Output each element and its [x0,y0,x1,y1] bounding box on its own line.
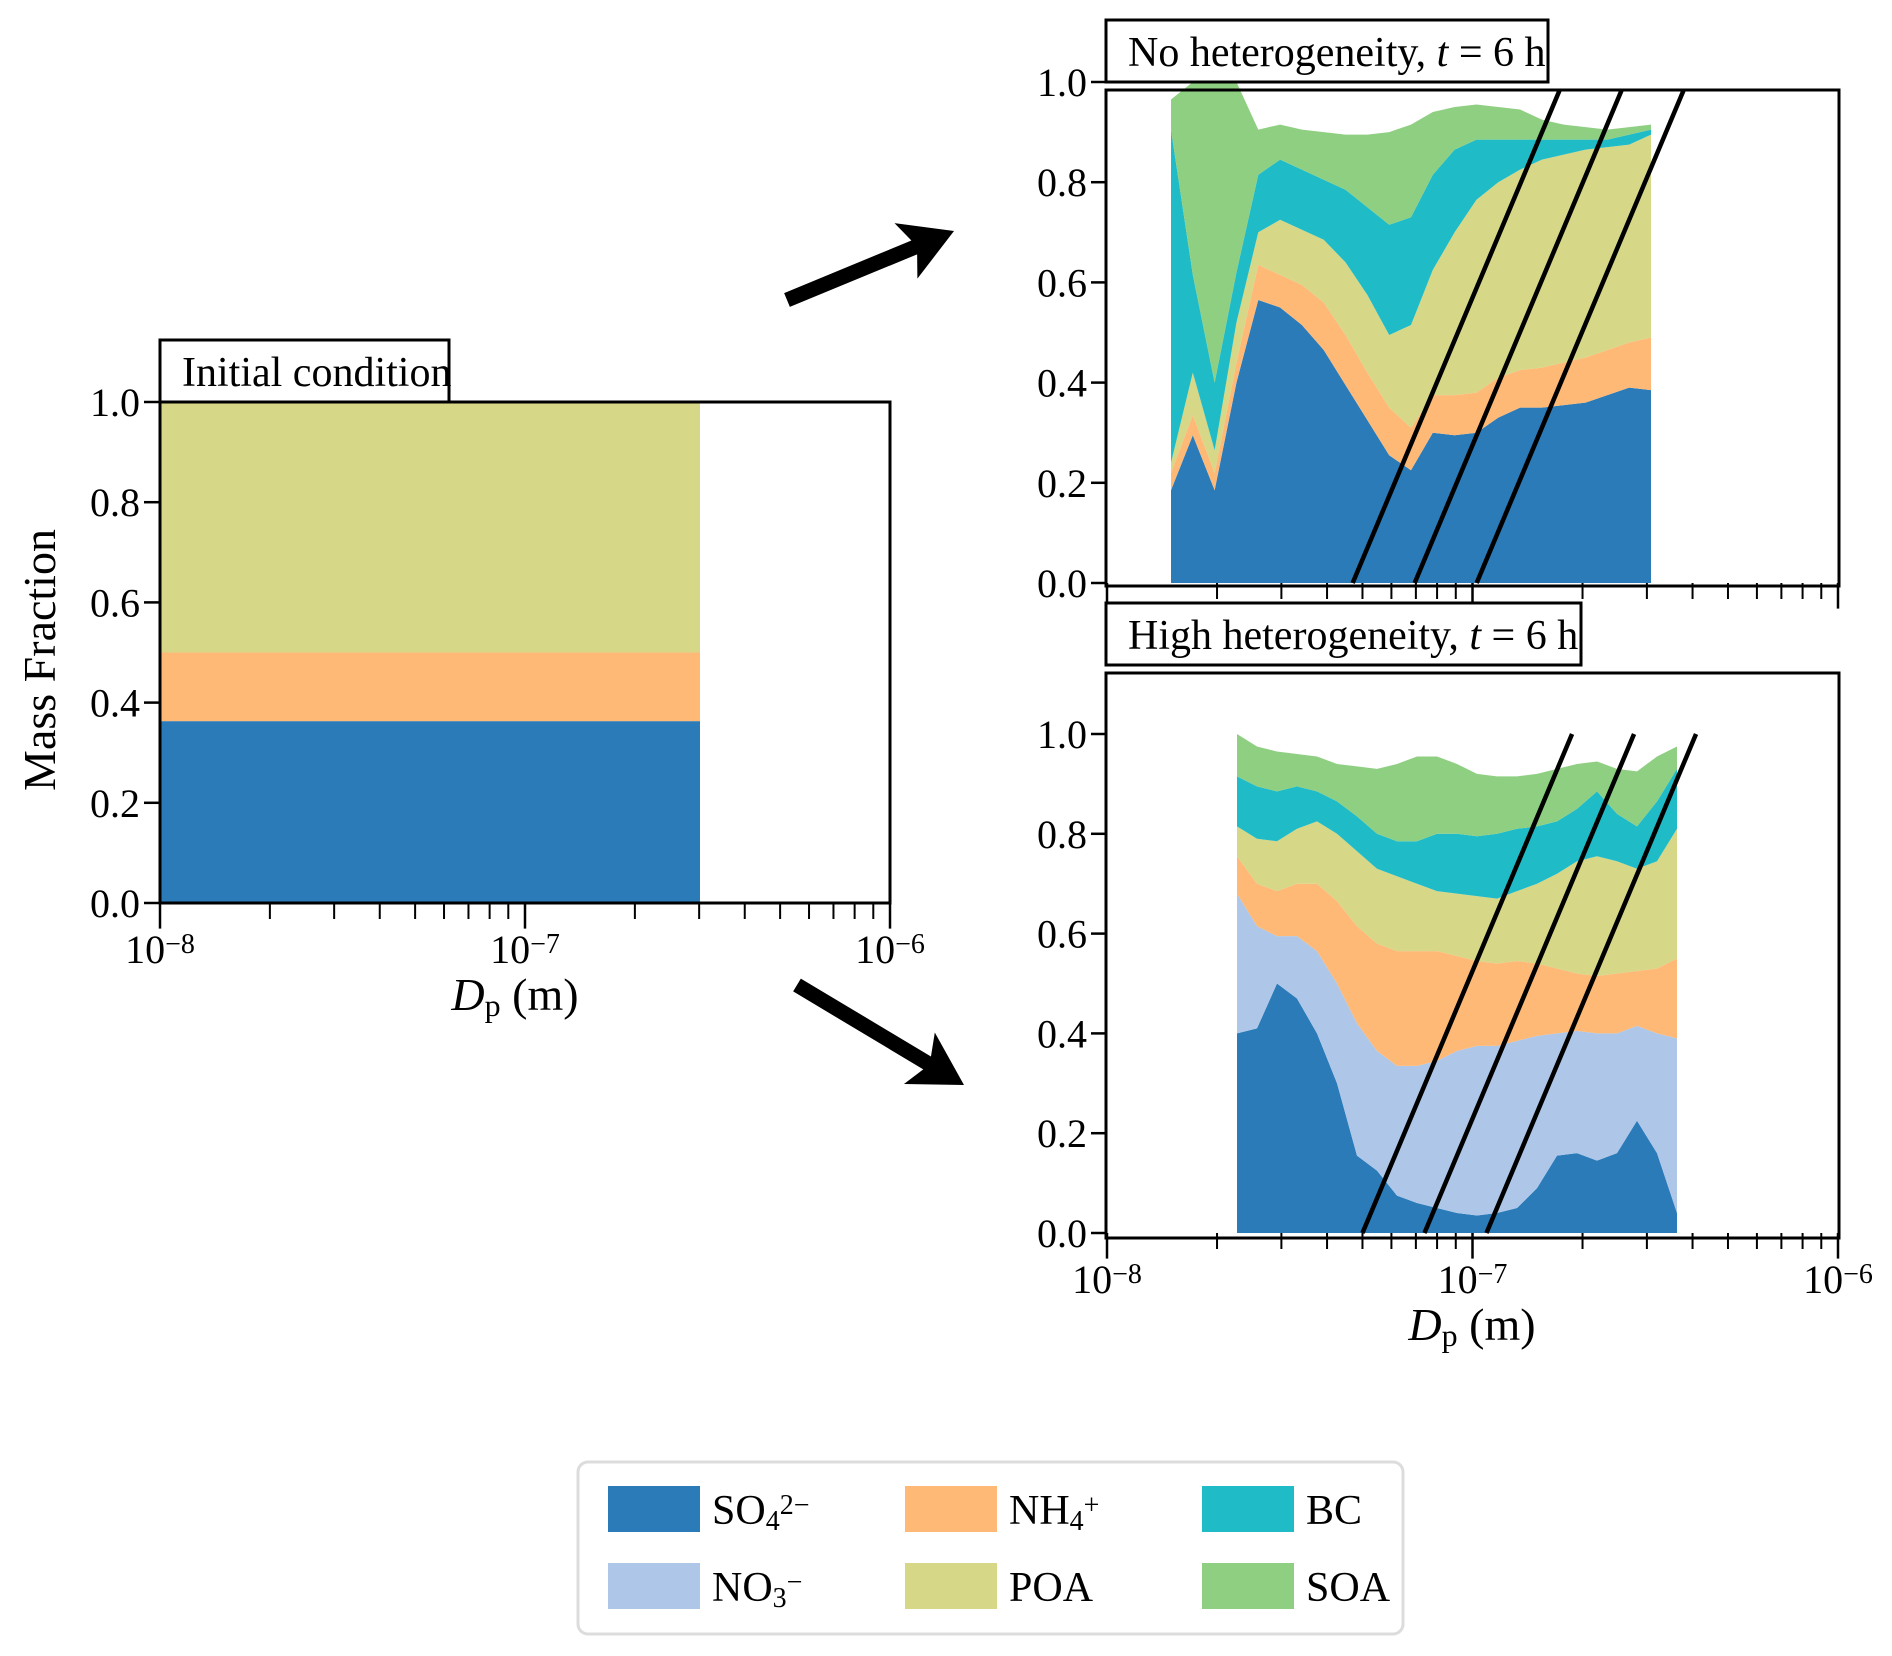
svg-text:SOA: SOA [1306,1565,1391,1611]
svg-text:1.0: 1.0 [1037,712,1087,757]
svg-text:0.0: 0.0 [1037,561,1087,606]
svg-text:0.8: 0.8 [1037,160,1087,205]
svg-text:0.8: 0.8 [1037,812,1087,857]
svg-text:0.6: 0.6 [90,580,140,625]
svg-text:0.6: 0.6 [1037,260,1087,305]
svg-text:No heterogeneity, t = 6 h: No heterogeneity, t = 6 h [1128,30,1546,76]
svg-text:0.4: 0.4 [90,681,140,726]
svg-text:Dp (m): Dp (m) [1407,1299,1535,1353]
svg-text:Dp (m): Dp (m) [450,969,578,1023]
svg-text:0.4: 0.4 [1037,361,1087,406]
svg-text:0.6: 0.6 [1037,912,1087,957]
svg-text:0.0: 0.0 [90,881,140,926]
svg-text:0.0: 0.0 [1037,1211,1087,1256]
svg-text:BC: BC [1306,1488,1362,1534]
svg-text:Initial condition: Initial condition [182,350,451,396]
svg-text:Mass Fraction: Mass Fraction [14,529,65,791]
svg-text:0.2: 0.2 [1037,1111,1087,1156]
svg-text:0.2: 0.2 [1037,461,1087,506]
svg-text:1.0: 1.0 [1037,60,1087,105]
svg-text:High heterogeneity, t = 6 h: High heterogeneity, t = 6 h [1128,613,1578,659]
svg-text:0.4: 0.4 [1037,1011,1087,1056]
svg-text:0.2: 0.2 [90,781,140,826]
svg-text:0.8: 0.8 [90,480,140,525]
svg-text:1.0: 1.0 [90,380,140,425]
svg-text:POA: POA [1009,1565,1094,1611]
